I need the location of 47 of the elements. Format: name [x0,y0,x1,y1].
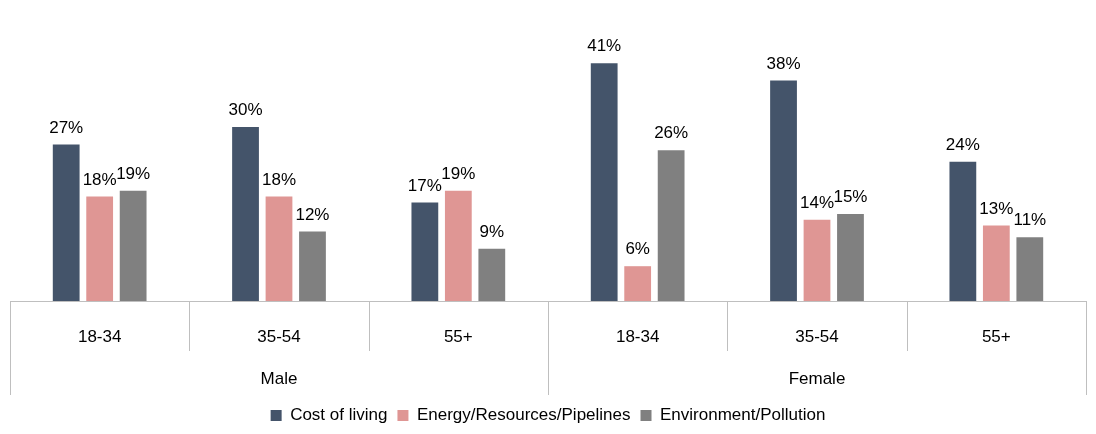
data-label: 26% [654,123,689,143]
bar [299,231,326,301]
data-label: 18% [82,169,117,189]
legend-label: Cost of living [290,405,388,425]
data-label: 19% [116,163,151,183]
bar [232,127,259,301]
bar [624,266,652,301]
data-label: 14% [799,192,835,212]
legend-label: Energy/Resources/Pipelines [416,405,631,425]
data-label: 18% [261,169,297,189]
bar [1016,237,1044,301]
legend-label: Environment/Pollution [660,405,826,425]
data-label: 6% [625,239,650,259]
x-tick-label: 18-34 [77,326,122,346]
data-label: 30% [228,100,263,120]
bar [119,190,147,301]
data-label: 27% [49,117,84,137]
data-label: 15% [833,187,868,207]
bar [52,144,80,301]
bar [444,190,472,301]
bar [982,225,1010,301]
x-tick-label: 35-54 [795,326,839,346]
data-label: 13% [979,198,1014,218]
data-label: 19% [441,163,476,183]
data-label: 17% [407,175,442,195]
bar [770,80,797,301]
x-tick-label: 35-54 [257,326,301,346]
data-label: 38% [766,53,801,73]
bar [478,248,506,301]
data-label: 12% [295,204,330,224]
bar [590,63,618,301]
x-tick-label: 55+ [443,326,473,346]
bar [411,202,439,301]
data-label: 41% [587,36,622,56]
data-label: 24% [945,134,980,154]
data-label: 9% [479,221,505,241]
bar [949,161,977,301]
x-tick-label: 18-34 [615,326,660,346]
data-label: 11% [1013,210,1047,230]
bar [265,196,293,301]
x-tick-label: 55+ [981,326,1011,346]
text: Male [260,368,298,388]
bar [657,150,685,301]
bar [837,214,864,301]
text: Female [788,368,846,388]
bar [86,196,114,301]
bar [803,219,831,301]
